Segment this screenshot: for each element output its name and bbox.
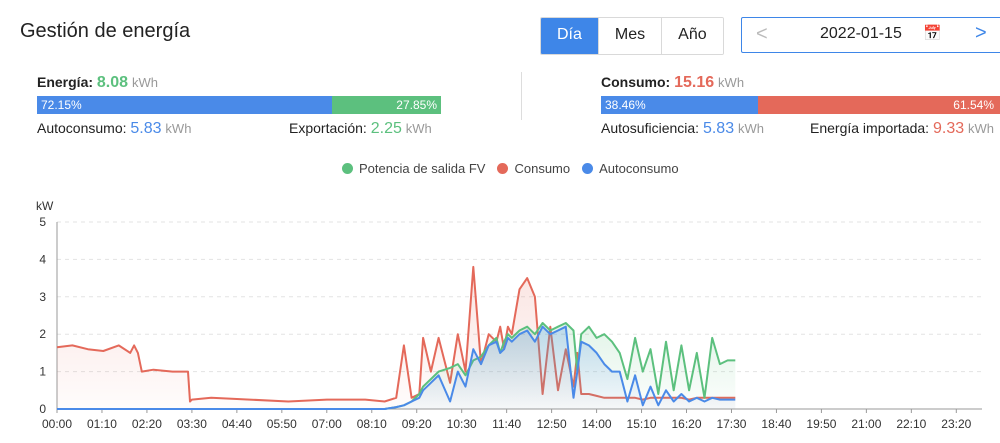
date-picker[interactable]: < 2022-01-15 📅 > (741, 17, 1000, 53)
x-tick-label: 23:20 (941, 417, 971, 431)
legend-label-consumption: Consumo (514, 161, 571, 176)
x-tick-label: 00:00 (42, 417, 72, 431)
legend-label-pv: Potencia de salida FV (359, 161, 486, 176)
legend-dot-pv (342, 163, 353, 174)
x-tick-label: 21:00 (851, 417, 881, 431)
legend-dot-consumption (497, 163, 509, 174)
consumption-value: 15.16 (674, 74, 715, 91)
series-self-area (57, 326, 736, 409)
energy-label: Energía: (37, 74, 94, 90)
x-tick-label: 02:20 (132, 417, 162, 431)
self-label: Autoconsumo: (37, 120, 127, 136)
import-label: Energía importada: (810, 120, 930, 136)
import-value: 9.33 (932, 120, 965, 137)
tab-year[interactable]: Año (661, 18, 723, 54)
legend-item-consumption[interactable]: Consumo (497, 161, 570, 176)
x-tick-label: 12:50 (537, 417, 567, 431)
x-tick-label: 08:10 (357, 417, 387, 431)
x-tick-label: 01:10 (87, 417, 117, 431)
self-value: 5.83 (130, 120, 162, 137)
consumption-import-segment: 61.54% (758, 96, 1000, 114)
legend-dot-self (582, 163, 594, 174)
tab-day[interactable]: Día (541, 18, 598, 54)
x-tick-label: 05:50 (267, 417, 297, 431)
x-tick-label: 14:00 (582, 417, 612, 431)
energy-value: 8.08 (96, 74, 129, 91)
next-day-button[interactable]: > (975, 22, 987, 44)
self-unit: kWh (165, 121, 192, 136)
self-consumption-stat: Autoconsumo: 5.83 kWh (37, 120, 191, 138)
x-tick-label: 10:30 (447, 417, 477, 431)
x-tick-label: 11:40 (492, 417, 521, 431)
prev-day-button[interactable]: < (756, 23, 768, 45)
suff-unit: kWh (737, 121, 764, 136)
page-title: Gestión de energía (20, 20, 191, 42)
energy-unit: kWh (131, 75, 158, 90)
consumption-unit: kWh (718, 75, 745, 90)
export-value: 2.25 (370, 120, 402, 137)
energy-split-bar: 72.15% 27.85% (37, 96, 441, 114)
x-tick-label: 18:40 (761, 417, 791, 431)
tab-month[interactable]: Mes (597, 18, 662, 54)
date-value[interactable]: 2022-01-15 (820, 25, 902, 42)
consumption-self-segment: 38.46% (601, 96, 759, 114)
export-unit: kWh (405, 121, 432, 136)
suff-value: 5.83 (702, 120, 735, 137)
y-tick-label: 5 (39, 215, 46, 229)
self-sufficiency-stat: Autosuficiencia: 5.83 kWh (601, 120, 764, 138)
y-tick-label: 1 (39, 365, 46, 379)
x-tick-label: 09:20 (402, 417, 432, 431)
series-self-line (57, 325, 736, 410)
y-tick-label: 0 (39, 402, 46, 416)
consumption-label: Consumo: (601, 74, 671, 90)
energy-self-segment: 72.15% (37, 96, 333, 114)
x-tick-label: 07:00 (312, 417, 342, 431)
chart-legend: Potencia de salida FV Consumo Autoconsum… (342, 161, 679, 176)
legend-label-self: Autoconsumo (599, 161, 679, 176)
x-tick-label: 15:10 (627, 417, 657, 431)
x-tick-label: 19:50 (806, 417, 836, 431)
x-tick-label: 04:40 (222, 417, 252, 431)
y-tick-label: 3 (39, 290, 46, 304)
period-selector: Día Mes Año (540, 17, 724, 55)
x-tick-label: 03:30 (177, 417, 207, 431)
import-unit: kWh (968, 121, 994, 136)
x-tick-label: 17:30 (716, 417, 746, 431)
consumption-split-bar: 38.46% 61.54% (601, 96, 1000, 114)
legend-item-pv[interactable]: Potencia de salida FV (342, 161, 485, 176)
legend-item-self[interactable]: Autoconsumo (582, 161, 679, 176)
y-tick-label: 4 (39, 252, 46, 266)
energy-export-segment: 27.85% (332, 96, 441, 114)
y-axis-label: kW (36, 199, 54, 213)
energy-total: Energía: 8.08 kWh (37, 74, 158, 92)
export-stat: Exportación: 2.25 kWh (289, 120, 432, 138)
suff-label: Autosuficiencia: (601, 120, 700, 136)
x-tick-label: 22:10 (896, 417, 926, 431)
export-label: Exportación: (289, 120, 367, 136)
calendar-icon[interactable]: 📅 (923, 25, 942, 42)
imported-energy-stat: Energía importada: 9.33 kWh (810, 120, 994, 138)
y-tick-label: 2 (39, 327, 46, 341)
x-tick-label: 16:20 (671, 417, 701, 431)
consumption-total: Consumo: 15.16 kWh (601, 74, 744, 92)
divider (521, 72, 522, 120)
